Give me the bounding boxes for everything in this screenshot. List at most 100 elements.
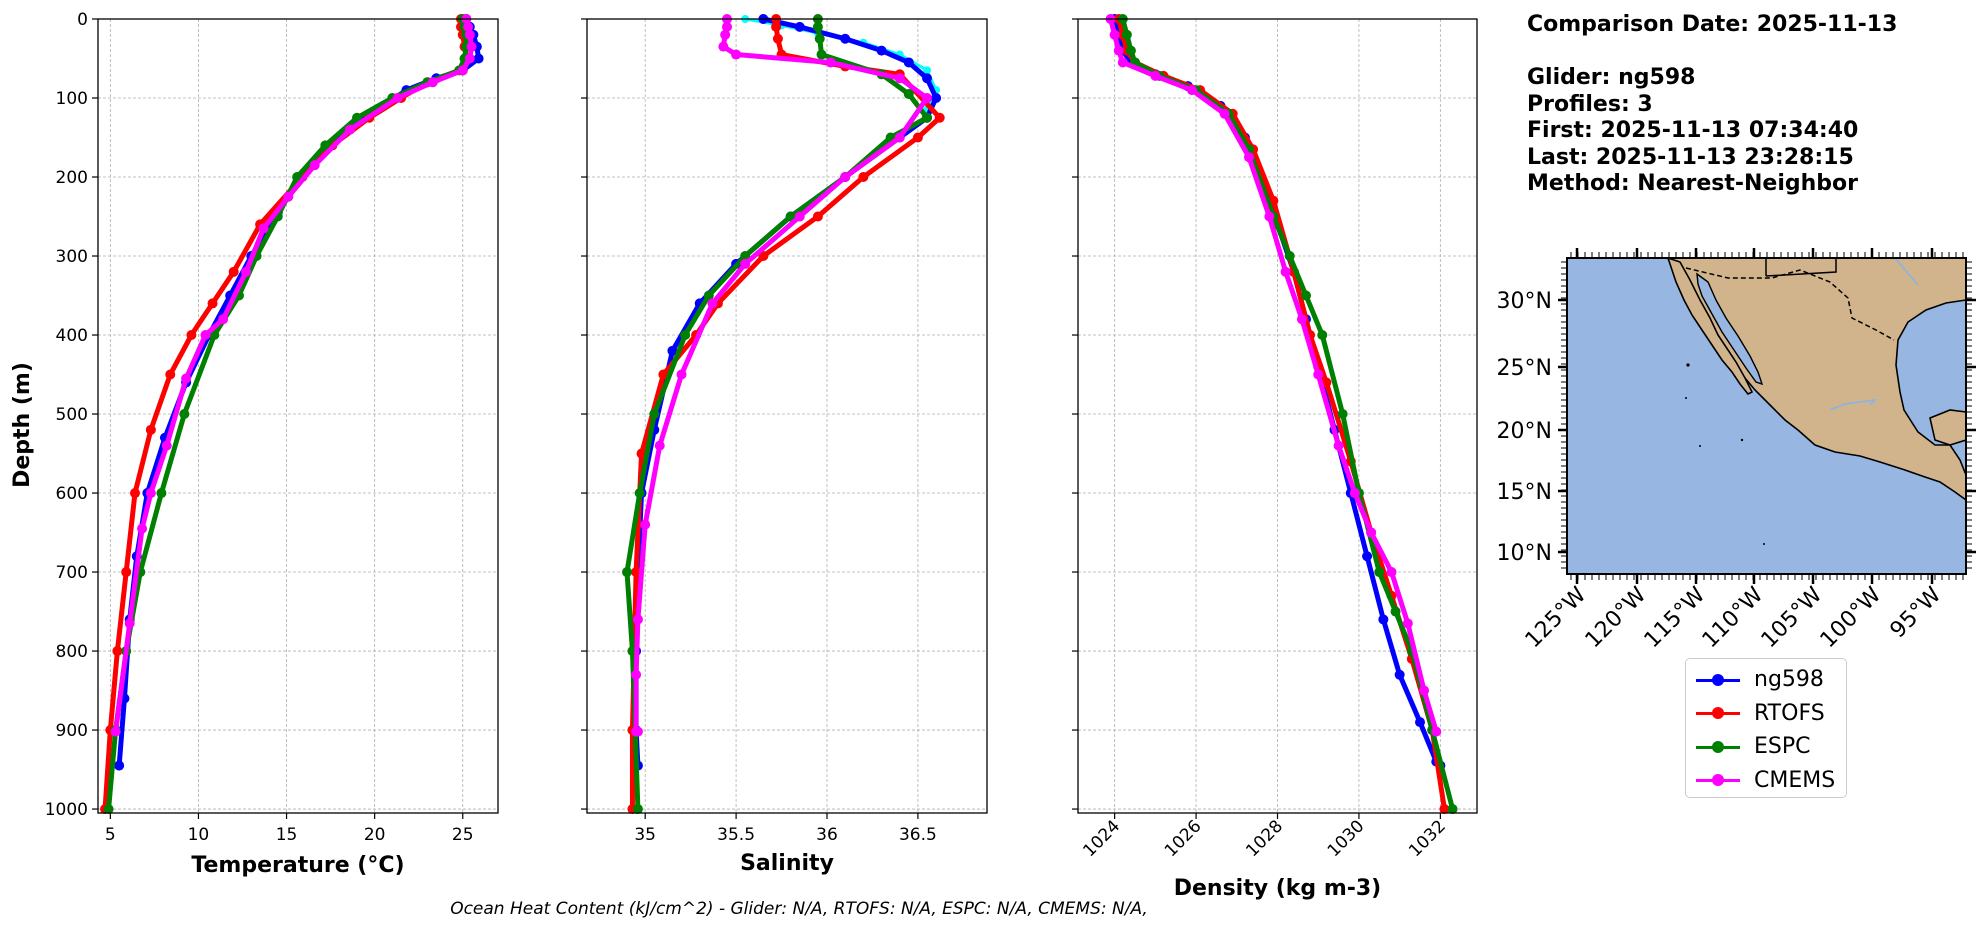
map-island xyxy=(1763,543,1765,545)
x-tick-label: 1026 xyxy=(1161,816,1206,861)
data-point-espc xyxy=(156,488,167,499)
map-lon-label: 125°W xyxy=(1521,582,1592,653)
map-gulf-california xyxy=(1696,272,1764,386)
map-yucatan xyxy=(1929,409,1966,446)
data-point-cmems xyxy=(1313,369,1324,380)
legend-item: ng598 xyxy=(1696,663,1846,697)
x-tick-label: 25 xyxy=(452,825,474,845)
data-point-espc xyxy=(1301,290,1311,301)
data-point-cmems xyxy=(464,53,475,64)
data-point-espc xyxy=(703,290,714,301)
legend-label: ng598 xyxy=(1754,667,1824,693)
data-point-cmems xyxy=(1219,108,1230,119)
data-point-cmems xyxy=(740,258,751,269)
data-point-cmems xyxy=(161,440,172,451)
series-line-espc xyxy=(106,18,469,810)
data-point-espc xyxy=(103,804,114,815)
x-tick-label: 15 xyxy=(276,825,298,845)
legend-item: ESPC xyxy=(1696,730,1846,764)
y-tick-label: 1000 xyxy=(45,800,88,820)
data-point-rtofs xyxy=(165,369,176,380)
data-point-cmems xyxy=(258,223,269,234)
data-point-cmems xyxy=(241,266,252,277)
x-tick-label: 1028 xyxy=(1242,816,1287,861)
comparison-date: Comparison Date: 2025-11-13 xyxy=(1527,12,1898,37)
data-point-espc xyxy=(814,33,825,44)
legend-label: ESPC xyxy=(1754,734,1811,760)
data-point-espc xyxy=(1121,29,1132,40)
data-point-cmems xyxy=(1349,488,1360,499)
profile-panels: 5 10 15 20 25 0 100 200 300 400 500 600 700 800 900 100… xyxy=(45,10,1478,901)
data-point-espc xyxy=(1125,45,1136,56)
data-point-espc xyxy=(1374,567,1385,578)
y-tick-label: 500 xyxy=(56,405,88,425)
data-point-cmems xyxy=(1113,45,1124,56)
data-point-espc xyxy=(179,409,190,420)
data-point-rtofs xyxy=(934,112,945,123)
data-point-ng598 xyxy=(473,53,484,64)
x-axis-label: Density (kg m-3) xyxy=(1174,876,1382,901)
series-line-ng598 xyxy=(633,16,939,766)
data-point-rtofs xyxy=(631,567,642,578)
data-point-rtofs xyxy=(228,266,239,277)
legend-swatch xyxy=(1696,737,1740,757)
data-point-cmems xyxy=(392,93,403,104)
data-point-espc xyxy=(632,804,643,815)
x-tick-label: 35 xyxy=(634,825,656,845)
data-point-ng598 xyxy=(1362,551,1373,562)
panel-2: 35 35.5 36 36.5 Salinity xyxy=(581,14,988,876)
data-point-cmems xyxy=(457,65,468,76)
data-point-ng598 xyxy=(1378,614,1389,625)
data-point-rtofs xyxy=(858,172,869,183)
x-tick-label: 1024 xyxy=(1079,816,1124,861)
data-point-cmems xyxy=(344,124,355,135)
data-point-cmems xyxy=(840,172,851,183)
data-point-espc xyxy=(1284,251,1295,262)
data-point-cmems xyxy=(1419,685,1430,696)
x-tick-label: 36.5 xyxy=(899,825,937,845)
data-point-cmems xyxy=(1333,440,1344,451)
method: Method: Nearest-Neighbor xyxy=(1527,171,1858,196)
data-point-rtofs xyxy=(121,567,132,578)
map-lon-label: 120°W xyxy=(1581,582,1652,653)
legend-label: CMEMS xyxy=(1754,767,1836,793)
data-point-espc xyxy=(320,140,331,151)
axes-frame xyxy=(586,18,988,814)
legend-item: RTOFS xyxy=(1696,697,1846,731)
data-point-cmems xyxy=(466,41,477,52)
data-point-espc xyxy=(812,21,823,32)
data-point-ng598 xyxy=(1415,717,1425,728)
axes-frame xyxy=(97,18,499,814)
data-point-cmems xyxy=(631,669,642,680)
y-tick-label: 800 xyxy=(56,642,88,662)
series-group xyxy=(100,14,484,815)
data-point-rtofs xyxy=(812,211,823,222)
first-time: First: 2025-11-13 07:34:40 xyxy=(1527,118,1859,143)
data-point-cmems xyxy=(137,523,148,534)
data-point-ng598 xyxy=(114,760,125,771)
map-lat-label: 15°N xyxy=(1497,480,1552,505)
data-point-cmems xyxy=(1150,70,1161,81)
x-tick-label: 1032 xyxy=(1405,816,1450,861)
data-point-rtofs xyxy=(207,298,218,309)
data-point-rtofs xyxy=(1439,804,1450,815)
data-point-cmems xyxy=(464,29,475,40)
data-point-espc xyxy=(1447,804,1458,815)
data-point-cmems xyxy=(1117,57,1128,68)
data-point-ng598 xyxy=(876,45,887,56)
x-tick-label: 10 xyxy=(188,825,210,845)
map-lat-label: 20°N xyxy=(1497,419,1552,444)
map-lon-label: 115°W xyxy=(1640,582,1711,653)
data-point-espc xyxy=(816,49,827,60)
data-point-cmems xyxy=(731,49,742,60)
y-tick-label: 300 xyxy=(56,247,88,267)
data-point-cmems xyxy=(1366,527,1377,538)
data-point-cmems xyxy=(1280,266,1291,277)
y-tick-label: 0 xyxy=(77,10,88,30)
data-point-espc xyxy=(903,89,914,100)
x-axis-label: Salinity xyxy=(740,851,834,876)
map-lat-label: 25°N xyxy=(1497,356,1552,381)
data-point-cmems xyxy=(1386,567,1397,578)
data-point-cmems xyxy=(110,726,121,737)
